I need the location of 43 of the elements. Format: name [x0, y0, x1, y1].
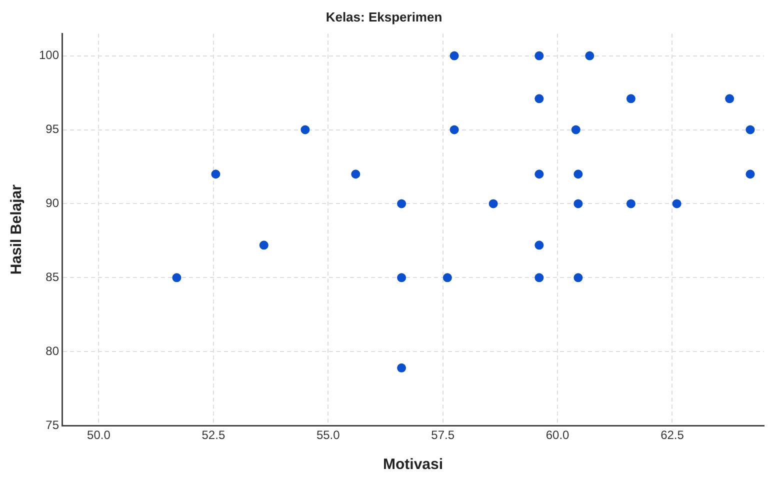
point — [450, 51, 459, 60]
y-tick-label: 100 — [38, 48, 60, 62]
x-tick-label: 50.0 — [87, 428, 111, 442]
point — [746, 170, 755, 179]
x-tick-label: 55.0 — [316, 428, 340, 442]
point — [626, 94, 636, 104]
point — [351, 170, 360, 179]
point — [534, 170, 544, 179]
point — [397, 273, 406, 282]
point — [211, 170, 220, 179]
x-tick-label: 57.5 — [431, 428, 455, 442]
point — [626, 199, 636, 208]
y-tick-label: 80 — [46, 344, 60, 358]
point — [172, 273, 182, 282]
point — [672, 199, 682, 208]
point — [574, 170, 583, 179]
point — [725, 94, 734, 104]
point — [571, 125, 580, 134]
point — [534, 240, 544, 250]
chart-title: Kelas: Eksperimen — [326, 9, 442, 24]
y-axis-title: Hasil Belajar — [8, 184, 26, 275]
point — [442, 273, 452, 282]
point — [488, 199, 498, 208]
point — [450, 125, 459, 134]
point — [534, 273, 544, 282]
point — [746, 125, 755, 134]
point — [574, 199, 583, 208]
point — [300, 125, 310, 134]
y-tick-label: 85 — [46, 270, 60, 284]
point — [397, 363, 406, 372]
point — [397, 199, 406, 208]
x-axis-title: Motivasi — [383, 456, 444, 474]
x-tick-label: 62.5 — [660, 428, 684, 442]
point — [259, 240, 268, 250]
y-tick-label: 75 — [46, 418, 60, 432]
point — [534, 51, 544, 60]
x-tick-label: 60.0 — [546, 428, 570, 442]
point — [574, 273, 583, 282]
y-tick-label: 95 — [46, 122, 60, 136]
x-tick-label: 52.5 — [202, 428, 226, 442]
y-tick-label: 90 — [46, 196, 60, 210]
point — [585, 51, 594, 60]
point — [534, 94, 544, 104]
